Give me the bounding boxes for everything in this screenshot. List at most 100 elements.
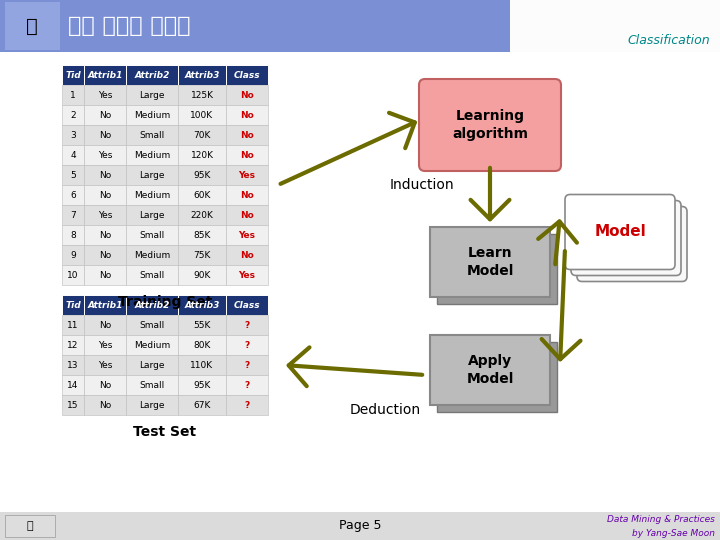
Text: ?: ? <box>244 361 250 369</box>
Text: 70K: 70K <box>193 131 211 139</box>
Text: Attrib3: Attrib3 <box>184 71 220 79</box>
Text: Yes: Yes <box>98 361 112 369</box>
Text: 1: 1 <box>70 91 76 99</box>
Bar <box>84 315 126 335</box>
Text: Small: Small <box>140 271 165 280</box>
Text: Small: Small <box>140 321 165 329</box>
Text: Apply
Model: Apply Model <box>467 354 513 386</box>
Text: No: No <box>240 111 254 119</box>
Text: Page 5: Page 5 <box>338 519 382 532</box>
FancyBboxPatch shape <box>430 227 550 297</box>
Bar <box>178 125 226 145</box>
Text: Yes: Yes <box>98 341 112 349</box>
Bar <box>178 185 226 205</box>
Text: Yes: Yes <box>238 271 256 280</box>
Bar <box>178 355 226 375</box>
Bar <box>62 225 84 245</box>
FancyBboxPatch shape <box>430 335 550 405</box>
Text: 80K: 80K <box>193 341 211 349</box>
Bar <box>226 335 268 355</box>
Bar <box>62 245 84 265</box>
Text: 90K: 90K <box>193 271 211 280</box>
FancyBboxPatch shape <box>577 206 687 281</box>
Bar <box>126 295 178 315</box>
Text: Class: Class <box>234 300 261 309</box>
Text: No: No <box>240 151 254 159</box>
Text: Attrib2: Attrib2 <box>135 71 170 79</box>
Text: Attrib1: Attrib1 <box>87 300 122 309</box>
Bar <box>62 105 84 125</box>
Bar <box>84 165 126 185</box>
Text: ?: ? <box>244 341 250 349</box>
Text: Medium: Medium <box>134 191 170 199</box>
Text: 12: 12 <box>67 341 78 349</box>
Text: Medium: Medium <box>134 341 170 349</box>
Text: 95K: 95K <box>193 171 211 179</box>
Bar <box>62 315 84 335</box>
Text: 11: 11 <box>67 321 78 329</box>
Bar <box>226 375 268 395</box>
Bar <box>62 335 84 355</box>
Bar <box>178 245 226 265</box>
Text: No: No <box>99 191 111 199</box>
Text: 7: 7 <box>70 211 76 219</box>
Text: No: No <box>99 401 111 409</box>
Text: 120K: 120K <box>191 151 214 159</box>
Bar <box>226 185 268 205</box>
Bar <box>84 335 126 355</box>
Bar <box>62 205 84 225</box>
Text: Small: Small <box>140 131 165 139</box>
Bar <box>126 335 178 355</box>
Bar <box>84 295 126 315</box>
Bar <box>84 355 126 375</box>
Bar <box>126 245 178 265</box>
Text: No: No <box>99 171 111 179</box>
Text: No: No <box>240 131 254 139</box>
Bar <box>126 355 178 375</box>
Text: 9: 9 <box>70 251 76 260</box>
Text: No: No <box>99 251 111 260</box>
Text: Model: Model <box>594 225 646 240</box>
Text: Yes: Yes <box>98 151 112 159</box>
Text: 55K: 55K <box>193 321 211 329</box>
Bar <box>226 145 268 165</box>
Bar <box>84 145 126 165</box>
Bar <box>178 225 226 245</box>
Bar <box>84 65 126 85</box>
Text: 3: 3 <box>70 131 76 139</box>
Text: Medium: Medium <box>134 151 170 159</box>
Text: No: No <box>99 381 111 389</box>
Text: Medium: Medium <box>134 251 170 260</box>
Bar <box>510 0 720 52</box>
Bar <box>178 165 226 185</box>
Bar <box>178 65 226 85</box>
Text: No: No <box>99 111 111 119</box>
Text: Class: Class <box>234 71 261 79</box>
Text: 220K: 220K <box>191 211 213 219</box>
Bar <box>126 205 178 225</box>
Bar <box>126 85 178 105</box>
Text: 95K: 95K <box>193 381 211 389</box>
Bar <box>178 315 226 335</box>
Text: 분류 작업의 도식화: 분류 작업의 도식화 <box>68 16 191 36</box>
Bar <box>84 395 126 415</box>
Text: Learn
Model: Learn Model <box>467 246 513 278</box>
Bar <box>126 185 178 205</box>
Text: ?: ? <box>244 401 250 409</box>
Bar <box>62 125 84 145</box>
Bar <box>126 125 178 145</box>
Bar <box>226 165 268 185</box>
Bar <box>226 205 268 225</box>
Bar <box>226 315 268 335</box>
Bar <box>84 375 126 395</box>
Bar <box>5 515 55 537</box>
Text: Large: Large <box>139 91 165 99</box>
Text: No: No <box>99 131 111 139</box>
Text: 8: 8 <box>70 231 76 240</box>
Text: Attrib1: Attrib1 <box>87 71 122 79</box>
Text: Medium: Medium <box>134 111 170 119</box>
Text: Large: Large <box>139 361 165 369</box>
Bar <box>178 105 226 125</box>
Text: 100K: 100K <box>190 111 214 119</box>
Bar <box>178 295 226 315</box>
